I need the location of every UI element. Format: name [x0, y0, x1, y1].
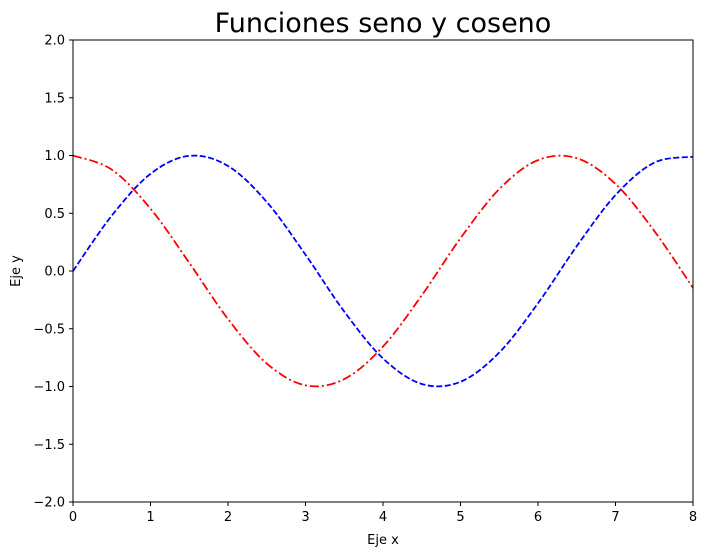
- series-line-1: [72, 154, 694, 388]
- y-tick-label: −0.5: [33, 322, 65, 337]
- y-tick-label: −1.0: [33, 380, 65, 395]
- ticks-layer: 0 1 2 3 4 5 6 7 8 −2.0 −1.5 −1.0 −0.5 0.0 0.5 1.0 1.5 2.0: [33, 34, 697, 526]
- x-tick-label: 5: [456, 510, 464, 525]
- y-tick-label: 0.5: [44, 207, 65, 222]
- plot-frame: [72, 39, 694, 503]
- chart-title: Funciones seno y coseno: [215, 8, 552, 39]
- x-axis-label: Eje x: [367, 533, 399, 548]
- x-tick-label: 1: [146, 510, 154, 525]
- y-tick-label: 0.0: [44, 265, 65, 280]
- x-tick-label: 0: [69, 510, 77, 525]
- x-tick-label: 7: [611, 510, 619, 525]
- y-tick-label: −1.5: [33, 438, 65, 453]
- x-tick-label: 8: [689, 510, 697, 525]
- y-axis-label: Eje y: [9, 255, 24, 287]
- x-tick-label: 3: [301, 510, 309, 525]
- x-tick-label: 2: [224, 510, 232, 525]
- series-line-2: [72, 154, 694, 388]
- y-tick-label: 1.0: [44, 149, 65, 164]
- x-tick-label: 6: [534, 510, 542, 525]
- y-tick-label: −2.0: [33, 496, 65, 511]
- y-tick-label: 2.0: [44, 34, 65, 49]
- y-tick-label: 1.5: [44, 91, 65, 106]
- x-tick-label: 4: [379, 510, 387, 525]
- series-layer: [72, 154, 694, 388]
